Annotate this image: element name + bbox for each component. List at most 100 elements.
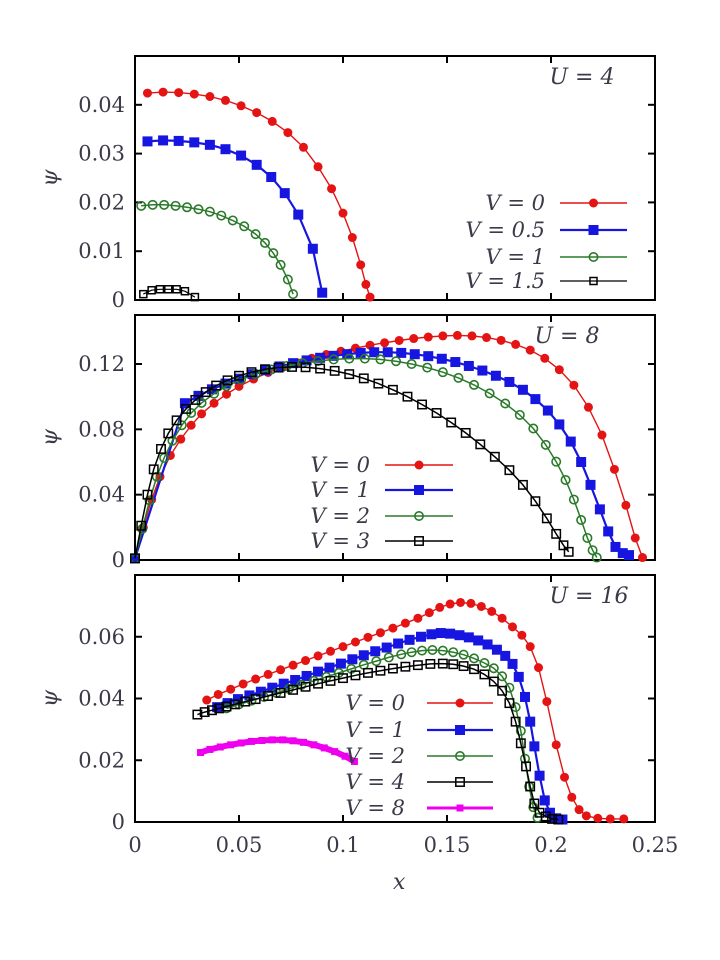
- series-u4-2-marker-circle-open: [268, 248, 279, 259]
- series-u8-1-marker-square: [504, 376, 515, 387]
- series-u4-2-marker-circle-open: [216, 210, 227, 221]
- series-u16-4-marker-square: [237, 739, 245, 747]
- series-u16-0-marker-dot: [581, 811, 591, 821]
- y-tick-label: 0.03: [78, 142, 125, 166]
- legend-label: V = 1: [486, 245, 545, 269]
- series-u8-0-marker-dot: [525, 345, 535, 355]
- series-u4-2-marker-circle-open: [288, 289, 299, 300]
- legend-label: V = 0: [346, 691, 405, 715]
- series-u4-1-marker-square: [251, 159, 262, 170]
- series-u16-0-marker-dot: [466, 598, 476, 608]
- series-u8-1-marker-square: [247, 369, 258, 380]
- series-u16-3-marker-square-open: [288, 684, 299, 695]
- series-u8-1-marker-square: [603, 526, 614, 537]
- series-u16-1-marker-square: [445, 628, 456, 639]
- series-u16-0-marker-dot: [263, 669, 273, 679]
- series-u16-3-marker-square-open: [400, 661, 411, 672]
- series-u8-1-marker-square: [565, 436, 576, 447]
- series-u8-2-marker-circle-open: [344, 353, 355, 364]
- series-u8-0-marker-dot: [409, 334, 419, 344]
- series-u16-0-marker-dot: [413, 613, 423, 623]
- series-u8-1-marker-square: [624, 550, 634, 561]
- series-u8-0-line: [134, 334, 644, 559]
- series-u16-3-marker-square-open: [504, 698, 515, 709]
- legend-label: V = 1: [311, 478, 370, 502]
- series-u4-1-marker-square: [204, 139, 215, 150]
- y-tick-label: 0.08: [78, 417, 125, 441]
- series-u8-0-marker-dot: [609, 464, 619, 474]
- y-tick-label: 0.02: [78, 190, 125, 214]
- series-u8-2-marker-circle-open: [375, 354, 386, 365]
- legend-label: V = 1: [346, 718, 405, 742]
- series-u16-0-marker-dot: [363, 632, 373, 642]
- y-tick-label: 0: [112, 548, 125, 572]
- series-u16-1-marker-square: [290, 674, 301, 685]
- legend-u4-0-marker-dot: [589, 198, 598, 208]
- series-u16-1-marker-square: [267, 682, 278, 693]
- series-u8-3-marker-square-open: [504, 465, 515, 476]
- series-u16-2-marker-circle-open: [448, 647, 459, 658]
- series-u8-1-marker-square: [301, 355, 312, 366]
- series-u16-3-marker-square-open: [510, 716, 521, 727]
- series-u8-0-marker-dot: [638, 553, 648, 563]
- series-u8-3-marker-square-open: [273, 362, 284, 373]
- series-u8-3-marker-square-open: [163, 428, 174, 439]
- series-u8-1-marker-square: [594, 504, 605, 515]
- series-u8-2-marker-circle-open: [568, 494, 579, 505]
- series-u8-1-marker-square: [576, 457, 587, 467]
- series-u16-1-marker-square: [255, 686, 266, 697]
- series-u16-0-marker-dot: [326, 646, 336, 656]
- series-u16-3-marker-square-open: [263, 691, 274, 701]
- x-tick-label: 0.25: [632, 833, 679, 857]
- legend-u8-0-marker-dot: [414, 460, 424, 470]
- series-u16-2-marker-circle-open: [488, 663, 499, 674]
- series-u8-0-marker-dot: [176, 434, 186, 444]
- series-u16-1-marker-square: [313, 666, 324, 677]
- series-u4-2-marker-circle-open: [239, 221, 250, 232]
- series-u16-3-marker-square-open: [275, 687, 286, 698]
- y-tick-label: 0.02: [78, 748, 125, 772]
- series-u8-3-marker-square-open: [246, 367, 257, 378]
- series-u8-0-marker-dot: [569, 380, 579, 390]
- series-u8-2-marker-circle-open: [406, 358, 417, 369]
- series-u8-3-marker-square-open: [142, 489, 153, 500]
- y-axis-label: ψ: [38, 428, 63, 446]
- series-u16-1-marker-square: [416, 631, 426, 642]
- series-u4-1-marker-square: [307, 243, 318, 254]
- series-u16-1-marker-square: [539, 795, 550, 806]
- series-u16-1-marker-square: [482, 639, 493, 650]
- series-u16-3-marker-square-open: [412, 660, 423, 671]
- series-u8-1-marker-square: [450, 357, 461, 368]
- series-u8-0-marker-dot: [540, 353, 550, 363]
- series-u8-1-marker-square: [409, 349, 420, 360]
- series-u16-0-marker-dot: [525, 642, 535, 652]
- series-u16-0-marker-dot: [313, 651, 323, 661]
- legend-label: V = 4: [346, 770, 405, 794]
- series-u8-3-marker-square-open: [475, 439, 486, 450]
- x-tick-label: 0.2: [534, 833, 567, 857]
- series-u4-0-marker-dot: [298, 142, 308, 152]
- series-u8-1-marker-square: [542, 405, 553, 416]
- legend-u4-3-marker-square-open: [589, 276, 598, 286]
- series-u8-3-marker-square-open: [446, 417, 457, 428]
- series-u4-2-marker-circle-open: [259, 237, 270, 248]
- series-u8-1-marker-square: [274, 361, 285, 372]
- series-u8-2-marker-circle-open: [514, 409, 525, 420]
- series-u16-1-marker-square: [500, 650, 511, 661]
- series-u8-1-marker-square: [261, 365, 272, 376]
- series-u16-3-marker-square-open: [540, 811, 551, 822]
- series-u4-0-marker-dot: [189, 89, 199, 99]
- series-u8-0-marker-dot: [496, 335, 506, 345]
- series-u16-0-marker-dot: [567, 792, 577, 802]
- series-u16-0-marker-dot: [508, 622, 518, 632]
- series-u8-0-marker-dot: [630, 533, 640, 543]
- series-u16-0-marker-dot: [619, 814, 629, 824]
- series-u8-2-marker-circle-open: [484, 388, 495, 399]
- y-tick-label: 0: [112, 288, 125, 312]
- series-u8-2-marker-circle-open: [500, 398, 511, 409]
- series-u8-3-marker-square-open: [171, 415, 182, 426]
- y-axis-label: ψ: [38, 169, 63, 187]
- series-u16-1-marker-square: [426, 629, 437, 640]
- series-u16-1-marker-square: [507, 658, 518, 669]
- x-tick-label: 0: [128, 833, 141, 857]
